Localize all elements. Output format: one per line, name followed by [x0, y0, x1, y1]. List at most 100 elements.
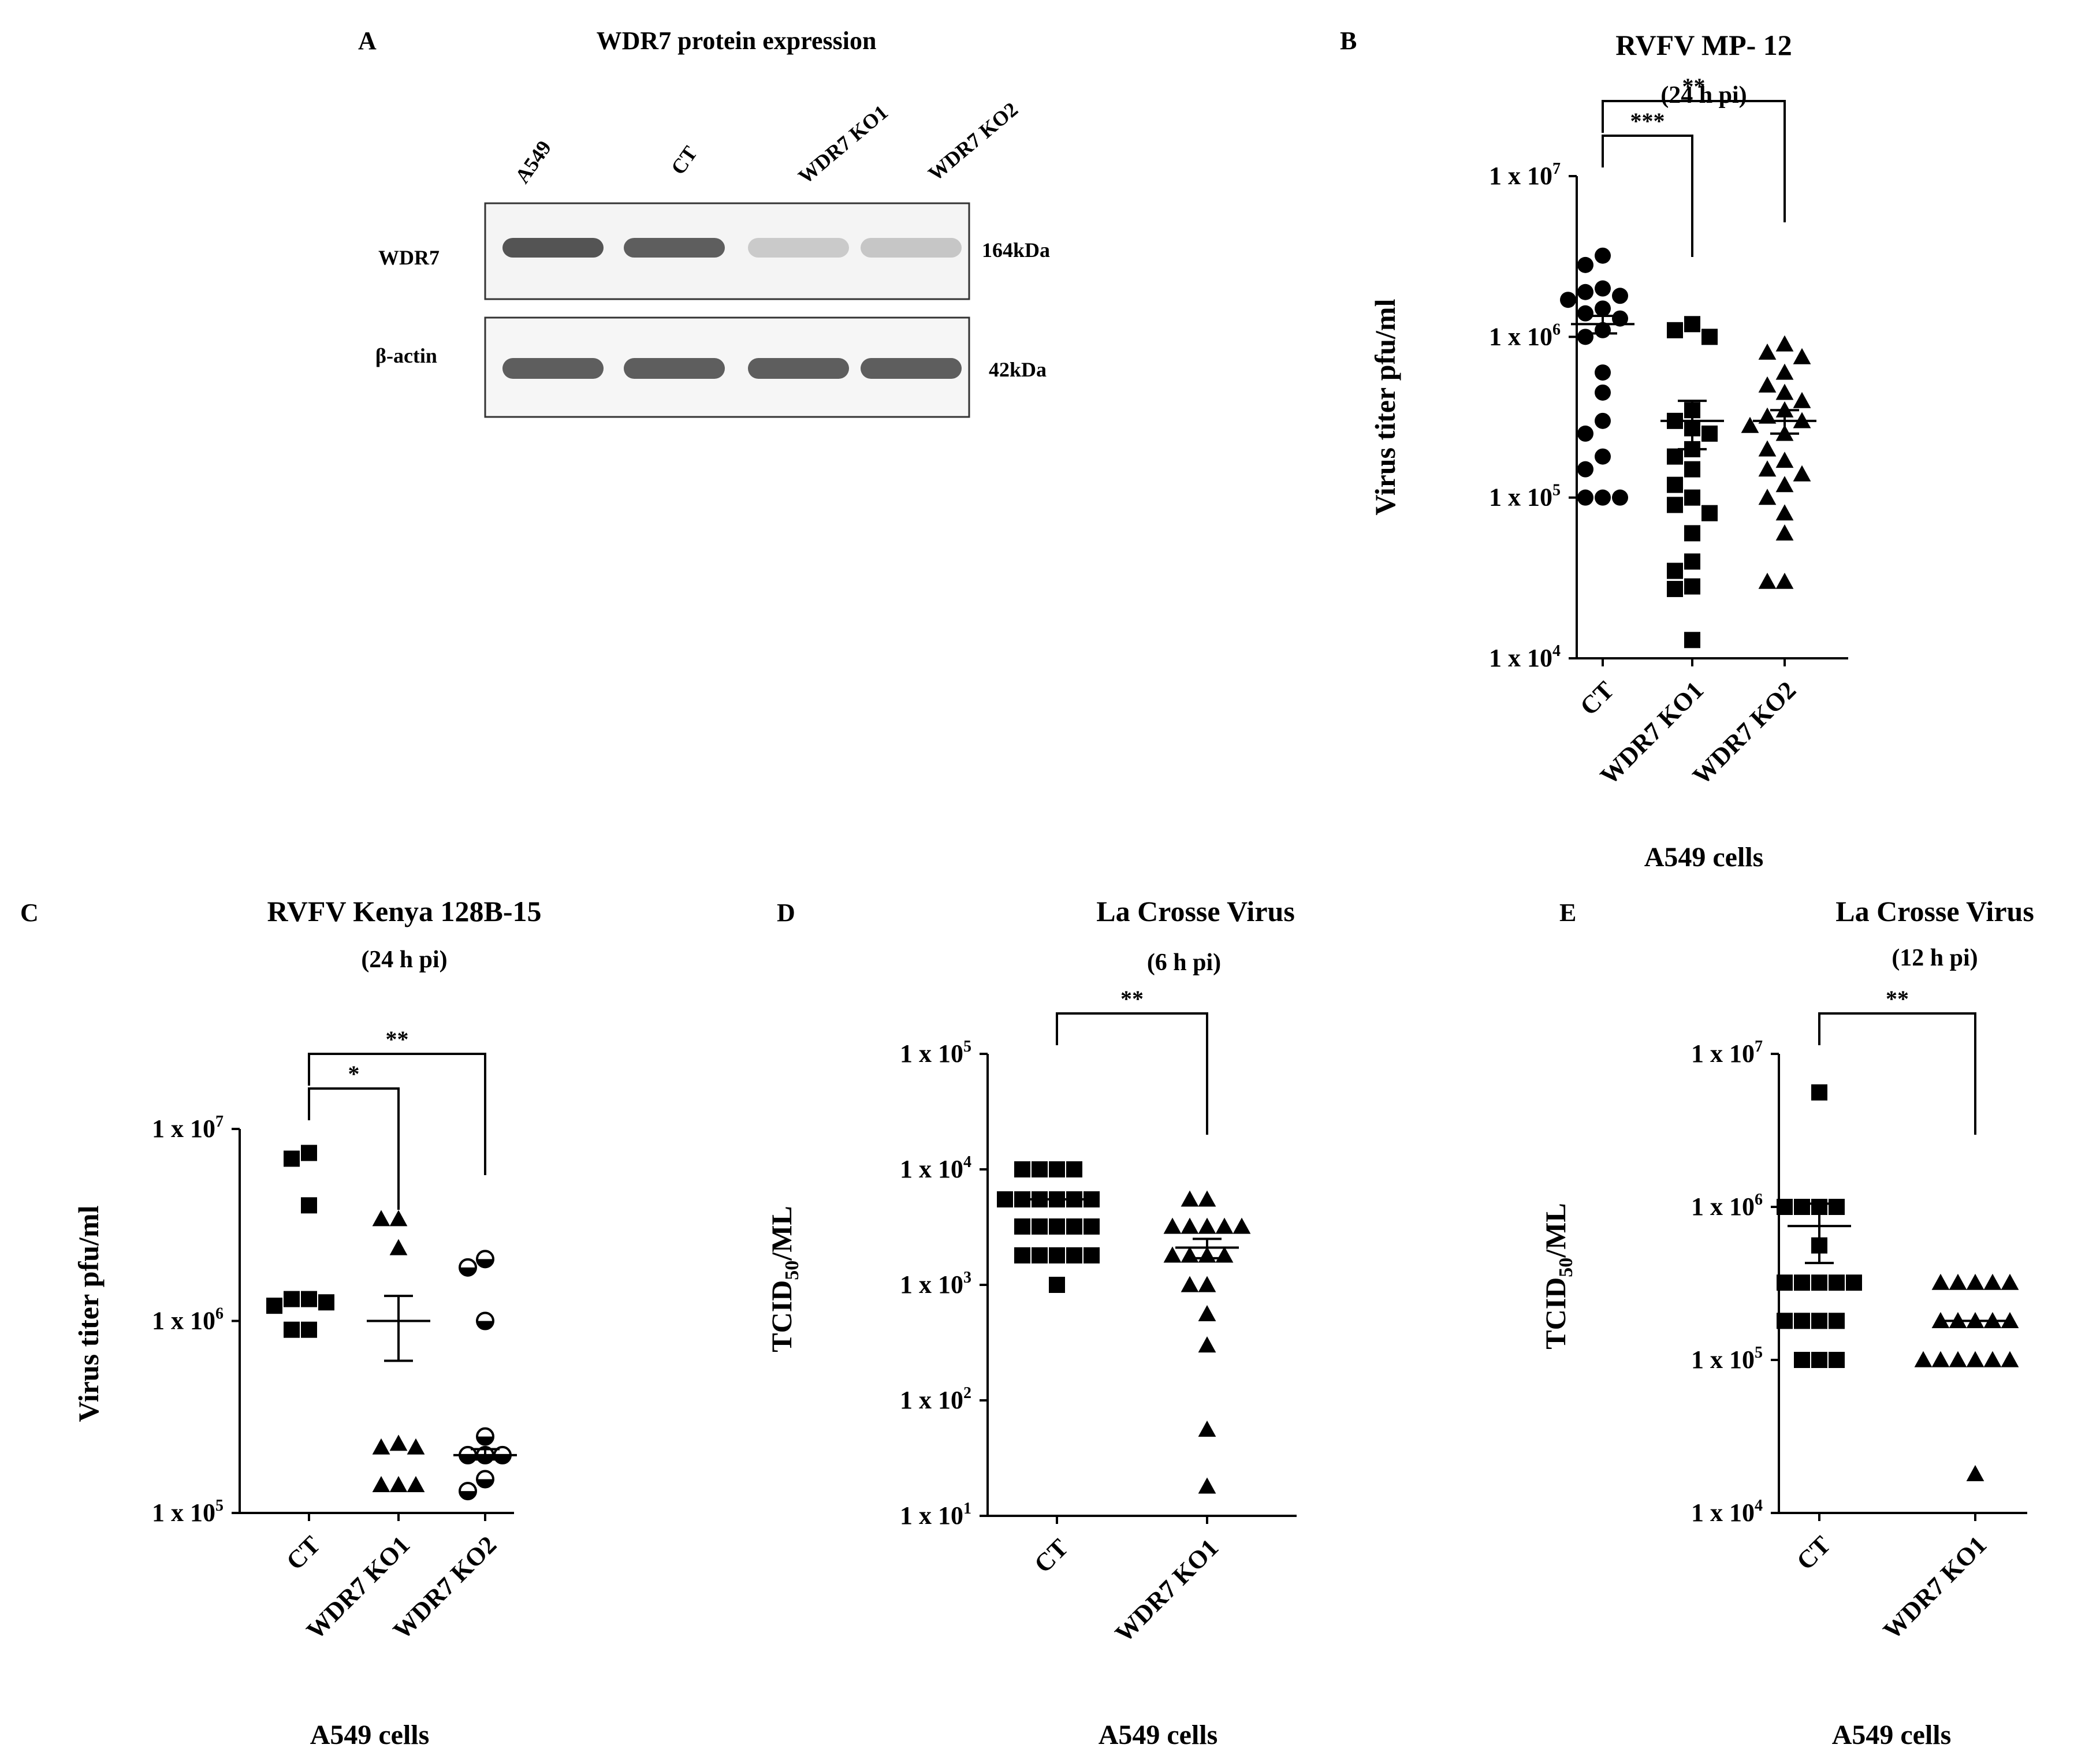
data-point-square	[1684, 632, 1700, 648]
y-tick-label: 1 x 106	[1691, 1191, 1763, 1221]
data-point-triangle	[1793, 465, 1811, 482]
series-wdr7-ko1	[1163, 1190, 1251, 1494]
blot-band	[861, 358, 962, 379]
data-point-triangle	[1966, 1351, 1984, 1367]
blot-band	[861, 238, 962, 258]
data-point-square	[1049, 1247, 1065, 1263]
data-point-square	[1794, 1199, 1810, 1215]
panel-letter: B	[1340, 27, 1357, 55]
data-point-square	[1083, 1247, 1100, 1263]
chart-title: RVFV MP- 12	[1615, 29, 1792, 61]
significance-label: ***	[1630, 108, 1665, 134]
data-point-square	[1049, 1277, 1065, 1293]
data-point-square	[1829, 1199, 1845, 1215]
data-point-square	[1684, 489, 1700, 506]
data-point-square	[1014, 1218, 1030, 1235]
data-point-triangle	[1758, 343, 1777, 360]
x-tick-label: CT	[1029, 1533, 1074, 1578]
data-point-square	[1032, 1247, 1048, 1263]
data-point-triangle	[389, 1239, 408, 1255]
y-tick-label: 1 x 105	[900, 1038, 971, 1068]
blot-band	[502, 238, 604, 258]
chart-title: La Crosse Virus	[1096, 895, 1295, 927]
data-point-square	[1811, 1313, 1827, 1329]
data-point-square	[1667, 476, 1683, 493]
data-point-square	[318, 1294, 334, 1311]
significance-label: **	[1886, 986, 1909, 1012]
data-point-half-circle	[476, 1311, 494, 1330]
data-point-square	[1066, 1218, 1082, 1235]
data-point-triangle	[1775, 476, 1794, 493]
data-point-triangle	[1181, 1276, 1199, 1292]
significance-bracket	[1602, 100, 1786, 222]
data-point-square	[1794, 1352, 1810, 1368]
y-tick-label: 1 x 106	[152, 1305, 224, 1335]
data-point-triangle	[2001, 1351, 2019, 1367]
data-point-triangle	[1775, 504, 1794, 521]
significance-bracket	[1602, 135, 1693, 257]
data-point-triangle	[1949, 1351, 1967, 1367]
data-point-circle	[1577, 489, 1593, 506]
data-point-square	[1777, 1274, 1793, 1291]
data-point-triangle	[1163, 1246, 1182, 1263]
x-tick-label: CT	[281, 1530, 326, 1575]
data-point-square	[1684, 461, 1700, 478]
x-tick-label: WDR7 KO1	[1878, 1530, 1992, 1645]
data-point-triangle	[1215, 1246, 1234, 1263]
data-point-square	[1014, 1161, 1030, 1177]
data-point-triangle	[2001, 1311, 2019, 1328]
data-point-triangle	[1914, 1351, 1933, 1367]
data-point-square	[1811, 1352, 1827, 1368]
data-point-triangle	[1758, 460, 1777, 477]
data-point-triangle	[407, 1476, 425, 1493]
data-point-square	[1777, 1199, 1793, 1215]
x-axis-label: A549 cells	[1832, 1720, 1952, 1750]
data-point-triangle	[389, 1210, 408, 1227]
data-point-triangle	[1931, 1351, 1950, 1367]
series-ct	[266, 1145, 334, 1338]
data-point-triangle	[1163, 1217, 1182, 1234]
data-point-triangle	[1741, 416, 1759, 433]
significance-label: **	[1120, 986, 1144, 1012]
data-point-triangle	[1198, 1336, 1216, 1353]
data-point-triangle	[2001, 1273, 2019, 1290]
data-point-square	[266, 1298, 282, 1314]
data-point-square	[1829, 1274, 1845, 1291]
data-point-triangle	[1181, 1246, 1199, 1263]
data-point-triangle	[1775, 524, 1794, 541]
data-point-triangle	[1775, 383, 1794, 400]
blot-band	[748, 238, 849, 258]
data-point-circle	[1577, 329, 1593, 345]
data-point-square	[1049, 1161, 1065, 1177]
data-point-square	[1684, 553, 1700, 570]
data-point-triangle	[1966, 1273, 1984, 1290]
panel-letter: E	[1559, 899, 1576, 927]
significance-bracket	[308, 1087, 400, 1210]
data-point-square	[284, 1321, 300, 1338]
panel-a-title: WDR7 protein expression	[597, 27, 877, 55]
x-tick-label: WDR7 KO1	[1109, 1533, 1224, 1648]
data-point-square	[1777, 1313, 1793, 1329]
data-point-square	[1701, 425, 1718, 442]
data-point-circle	[1595, 489, 1611, 506]
data-point-triangle	[1793, 348, 1811, 364]
lane-label-wdr7-ko1: WDR7 KO1	[794, 100, 892, 188]
data-point-triangle	[1198, 1304, 1216, 1321]
data-point-square	[1667, 322, 1683, 338]
data-point-square	[284, 1291, 300, 1307]
data-point-triangle	[372, 1476, 390, 1493]
data-point-triangle	[1215, 1217, 1234, 1234]
data-point-square	[301, 1321, 317, 1338]
blot-bands-wdr7	[502, 238, 962, 258]
data-point-triangle	[1181, 1190, 1199, 1207]
data-point-triangle	[1758, 572, 1777, 589]
y-tick-label: 1 x 103	[900, 1269, 971, 1299]
y-axis-label: TCID50/ML	[1539, 1203, 1577, 1349]
data-point-square	[1014, 1247, 1030, 1263]
data-point-half-circle	[476, 1250, 494, 1269]
y-tick-label: 1 x 105	[1691, 1344, 1763, 1374]
data-point-triangle	[1198, 1217, 1216, 1234]
half-circle-fill	[477, 1259, 493, 1268]
data-point-triangle	[1775, 452, 1794, 468]
